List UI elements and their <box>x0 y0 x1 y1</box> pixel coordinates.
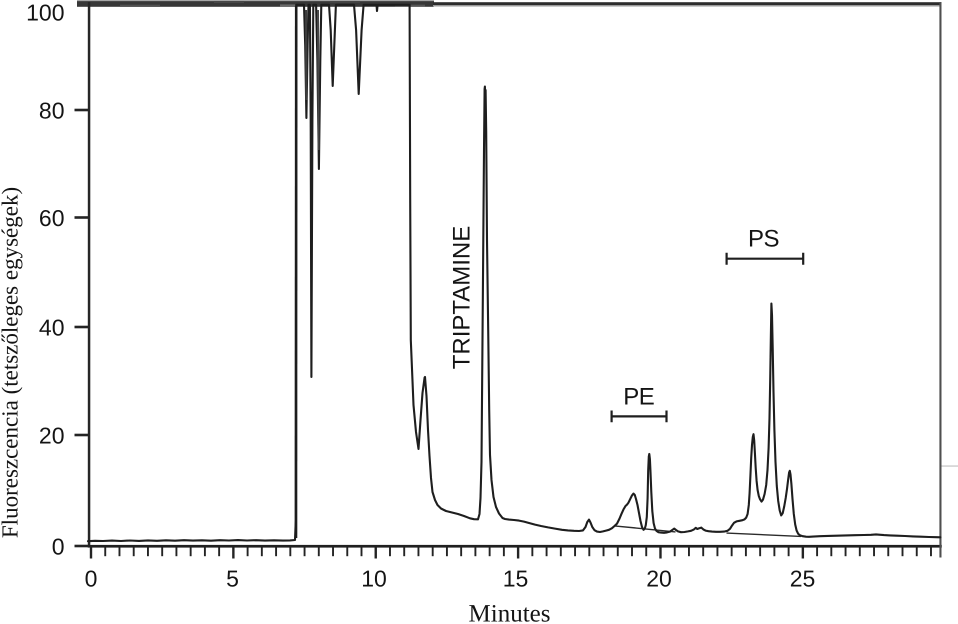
svg-text:Minutes: Minutes <box>469 601 551 624</box>
svg-text:20: 20 <box>646 566 672 592</box>
svg-text:15: 15 <box>503 566 529 592</box>
svg-text:20: 20 <box>39 422 65 448</box>
svg-text:0: 0 <box>85 566 98 592</box>
svg-text:PE: PE <box>623 383 654 410</box>
svg-text:0: 0 <box>52 533 65 559</box>
svg-text:TRIPTAMINE: TRIPTAMINE <box>448 226 475 370</box>
svg-text:10: 10 <box>361 566 387 592</box>
svg-text:Fluoreszcencia (tetszőleges eg: Fluoreszcencia (tetszőleges egységek) <box>0 187 23 538</box>
svg-text:40: 40 <box>39 314 65 340</box>
svg-text:80: 80 <box>39 97 65 123</box>
svg-text:PS: PS <box>748 226 779 253</box>
svg-text:25: 25 <box>790 566 816 592</box>
svg-text:60: 60 <box>39 205 65 231</box>
svg-text:100: 100 <box>26 0 64 26</box>
svg-text:5: 5 <box>226 566 239 592</box>
